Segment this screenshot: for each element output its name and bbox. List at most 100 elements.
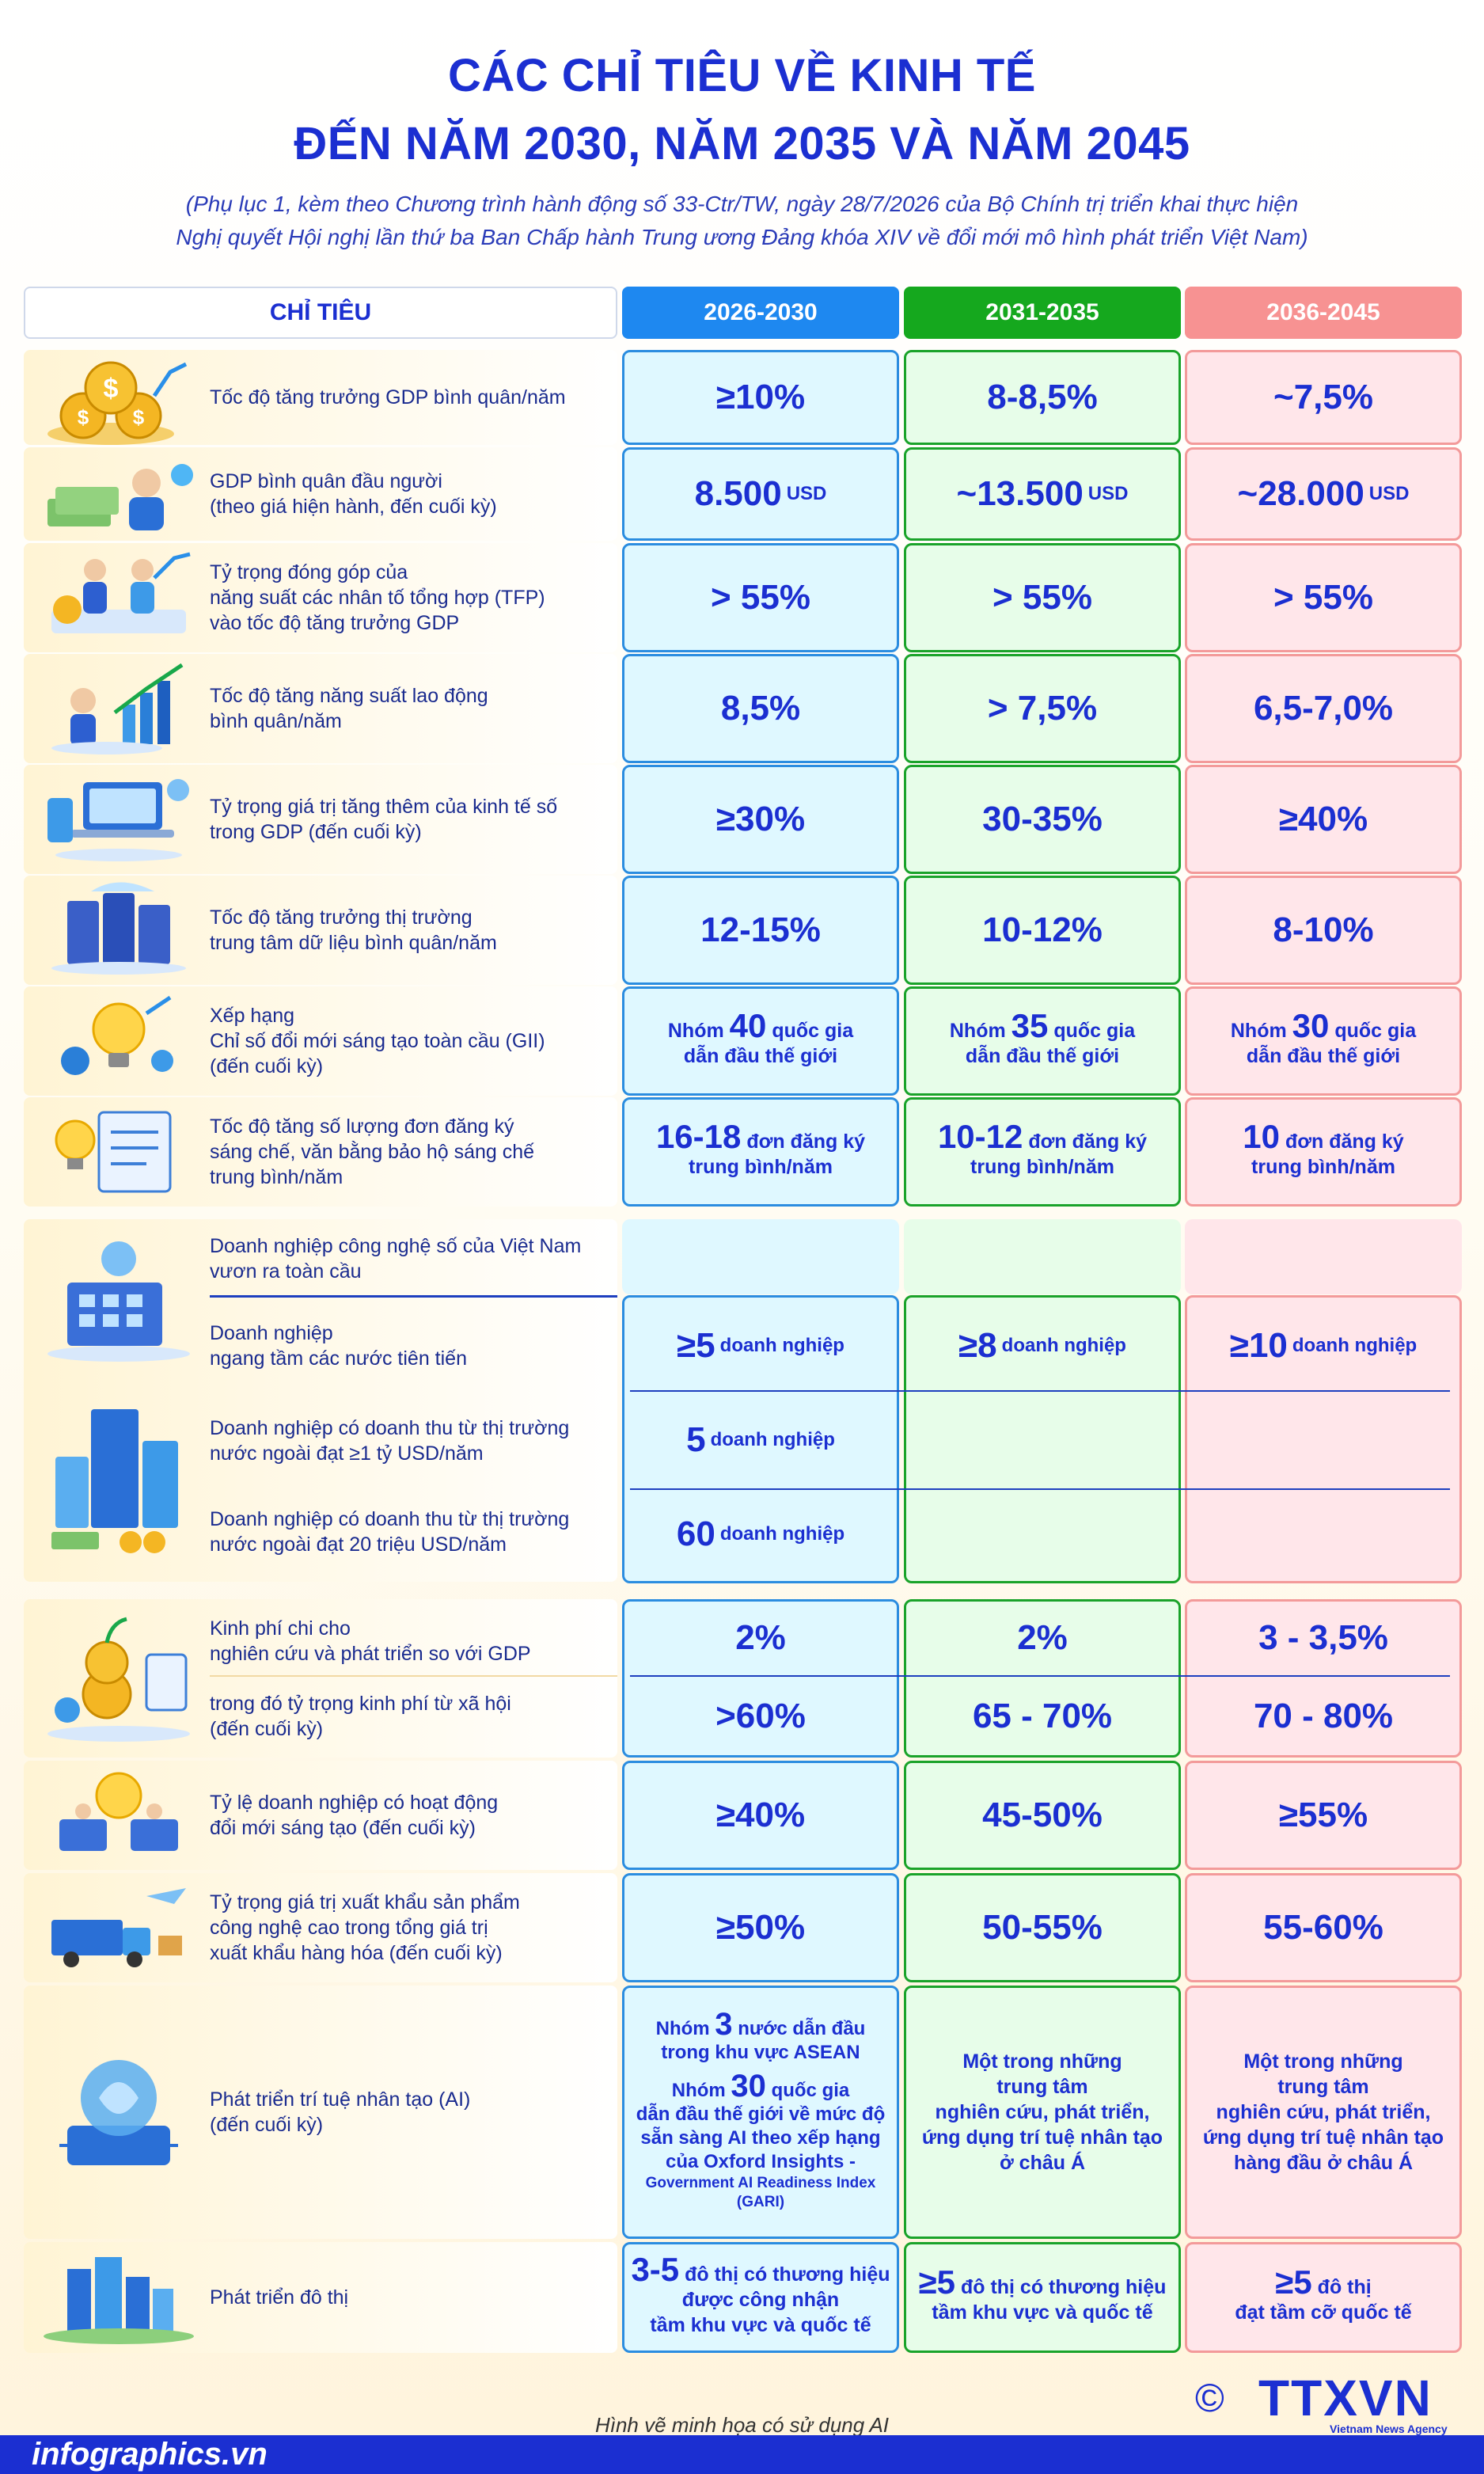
value-cell: 10-12%	[904, 876, 1181, 985]
value-text: 3 - 3,5%	[1258, 1618, 1388, 1657]
value-cell: > 55%	[622, 543, 899, 652]
cell-bg	[904, 1219, 1181, 1294]
row-label: Kinh phí chi cho nghiên cứu và phát triể…	[210, 1617, 531, 1665]
money-person-icon	[47, 464, 193, 530]
value-text: 5 doanh nghiệp	[686, 1420, 835, 1459]
row-label: Xếp hạng Chỉ số đổi mới sáng tạo toàn cầ…	[210, 1005, 545, 1077]
svg-text:$: $	[104, 374, 119, 404]
value-cell	[1185, 1295, 1462, 1583]
value-cell	[904, 1295, 1181, 1583]
value-cell	[1185, 1599, 1462, 1758]
cell-bg	[622, 1219, 899, 1294]
value-cell: Nhóm 3 nước dẫn đầu trong khu vực ASEAN …	[622, 1986, 899, 2239]
row-label: Tỷ trọng giá trị tăng thêm của kinh tế s…	[210, 796, 558, 843]
value-cell: 10 đơn đăng ký trung bình/năm	[1185, 1097, 1462, 1207]
tech-company-icon	[47, 1241, 190, 1362]
row-label: Doanh nghiệp có doanh thu từ thị trường …	[210, 1417, 570, 1465]
value-text: >60%	[715, 1697, 806, 1735]
value-cell: 10-12 đơn đăng ký trung bình/năm	[904, 1097, 1181, 1207]
row-label: Tốc độ tăng trưởng thị trường trung tâm …	[210, 906, 497, 954]
value-cell: ≥5 đô thị có thương hiệu tầm khu vực và q…	[904, 2242, 1181, 2353]
row-bg	[24, 447, 617, 541]
svg-text:$: $	[78, 405, 89, 429]
ai-brain-chip-icon	[59, 2060, 178, 2165]
row-label: Phát triển đô thị	[210, 2286, 349, 2309]
value-text: ≥10 doanh nghiệp	[1229, 1326, 1418, 1365]
value-cell: ≥30%	[622, 765, 899, 874]
value-text: ≥5 doanh nghiệp	[677, 1326, 844, 1365]
page-title-line2: ĐẾN NĂM 2030, NĂM 2035 VÀ NĂM 2045	[294, 118, 1190, 169]
value-cell: ≥50%	[622, 1873, 899, 1982]
footer-bar	[0, 2435, 1484, 2474]
row-label: Tốc độ tăng số lượng đơn đăng ký sáng ch…	[210, 1115, 535, 1188]
value-cell: Nhóm 35 quốc gia dẫn đầu thế giới	[904, 986, 1181, 1096]
row-label: Tỷ trọng đóng góp của năng suất các nhân…	[210, 561, 545, 634]
value-cell: ≥5 đô thị đạt tầm cỡ quốc tế	[1185, 2242, 1462, 2353]
export-logistics-icon	[51, 1888, 186, 1967]
value-cell: 3-5 đô thị có thương hiệu được công nhận …	[622, 2242, 899, 2353]
header-period-2: 2031-2035	[904, 287, 1181, 339]
value-cell: ≥10%	[622, 350, 899, 445]
value-cell: > 55%	[904, 543, 1181, 652]
value-text: 60 doanh nghiệp	[676, 1514, 845, 1553]
value-cell: Nhóm 40 quốc gia dẫn đầu thế giới	[622, 986, 899, 1096]
value-cell: Một trong những trung tâm nghiên cứu, ph…	[1185, 1986, 1462, 2239]
enterprise-innovation-icon	[59, 1772, 178, 1851]
value-text: 2%	[735, 1618, 786, 1657]
row-label: Tỷ trọng giá trị xuất khẩu sản phẩm công…	[210, 1891, 520, 1964]
row-label: Doanh nghiệp có doanh thu từ thị trường …	[210, 1508, 570, 1556]
digital-economy-icon	[47, 779, 189, 861]
value-cell: 50-55%	[904, 1873, 1181, 1982]
value-cell	[904, 1599, 1181, 1758]
value-cell	[622, 1295, 899, 1583]
divider	[210, 1295, 617, 1298]
value-cell: ≥40%	[1185, 765, 1462, 874]
row-label: trong đó tỷ trọng kinh phí từ xã hội (đế…	[210, 1692, 511, 1740]
value-cell: 16-18 đơn đăng ký trung bình/năm	[622, 1097, 899, 1207]
site-link[interactable]: infographics.vn	[32, 2437, 268, 2472]
row-label: Tốc độ tăng trưởng GDP bình quân/năm	[210, 386, 566, 409]
page-title-line1: CÁC CHỈ TIÊU VỀ KINH TẾ	[448, 50, 1036, 101]
agency-name: Vietnam News Agency	[1330, 2423, 1448, 2435]
value-cell: > 7,5%	[904, 654, 1181, 763]
cell-bg	[1185, 1219, 1462, 1294]
value-cell: 8-10%	[1185, 876, 1462, 985]
header-indicator: CHỈ TIÊU	[24, 287, 617, 339]
ai-disclaimer: Hình vẽ minh họa có sử dụng AI	[594, 2413, 890, 2437]
value-text: 65 - 70%	[972, 1697, 1113, 1735]
divider	[630, 1488, 1450, 1490]
value-cell: Một trong những trung tâm nghiên cứu, ph…	[904, 1986, 1181, 2239]
innovation-bulb-icon	[61, 995, 173, 1075]
patent-icon	[55, 1111, 172, 1193]
value-cell: 12-15%	[622, 876, 899, 985]
value-cell: ~13.500 USD	[904, 447, 1181, 541]
value-cell	[622, 1599, 899, 1758]
digital-heading: Doanh nghiệp công nghệ số của Việt Nam v…	[210, 1235, 582, 1283]
data-center-icon	[51, 882, 186, 975]
header-period-1: 2026-2030	[622, 287, 899, 339]
row-label: GDP bình quân đầu người (theo giá hiện h…	[210, 470, 497, 518]
value-cell: 45-50%	[904, 1761, 1181, 1870]
value-cell: 30-35%	[904, 765, 1181, 874]
row-label: Tốc độ tăng năng suất lao động bình quân…	[210, 685, 488, 732]
skyscraper-business-icon	[51, 1409, 178, 1553]
value-cell: ≥40%	[622, 1761, 899, 1870]
row-label: Tỷ lệ doanh nghiệp có hoạt động đổi mới …	[210, 1792, 499, 1839]
value-text: 70 - 80%	[1253, 1697, 1394, 1735]
productivity-team-icon	[51, 552, 191, 633]
subtitle-line2: Nghị quyết Hội nghị lần thứ ba Ban Chấp …	[176, 225, 1308, 249]
value-cell: 8-8,5%	[904, 350, 1181, 445]
value-cell: ≥55%	[1185, 1761, 1462, 1870]
divider	[630, 1390, 1450, 1392]
subtitle-line1: (Phụ lục 1, kèm theo Chương trình hành đ…	[185, 192, 1299, 216]
row-bg	[24, 543, 617, 652]
value-cell: 55-60%	[1185, 1873, 1462, 1982]
labor-productivity-icon	[51, 663, 184, 754]
value-cell: 6,5-7,0%	[1185, 654, 1462, 763]
value-text: ≥8 doanh nghiệp	[958, 1326, 1126, 1365]
header-period-3: 2036-2045	[1185, 287, 1462, 339]
divider	[210, 1675, 617, 1677]
value-text: 2%	[1017, 1618, 1068, 1657]
value-cell: 8,5%	[622, 654, 899, 763]
value-cell: ~7,5%	[1185, 350, 1462, 445]
